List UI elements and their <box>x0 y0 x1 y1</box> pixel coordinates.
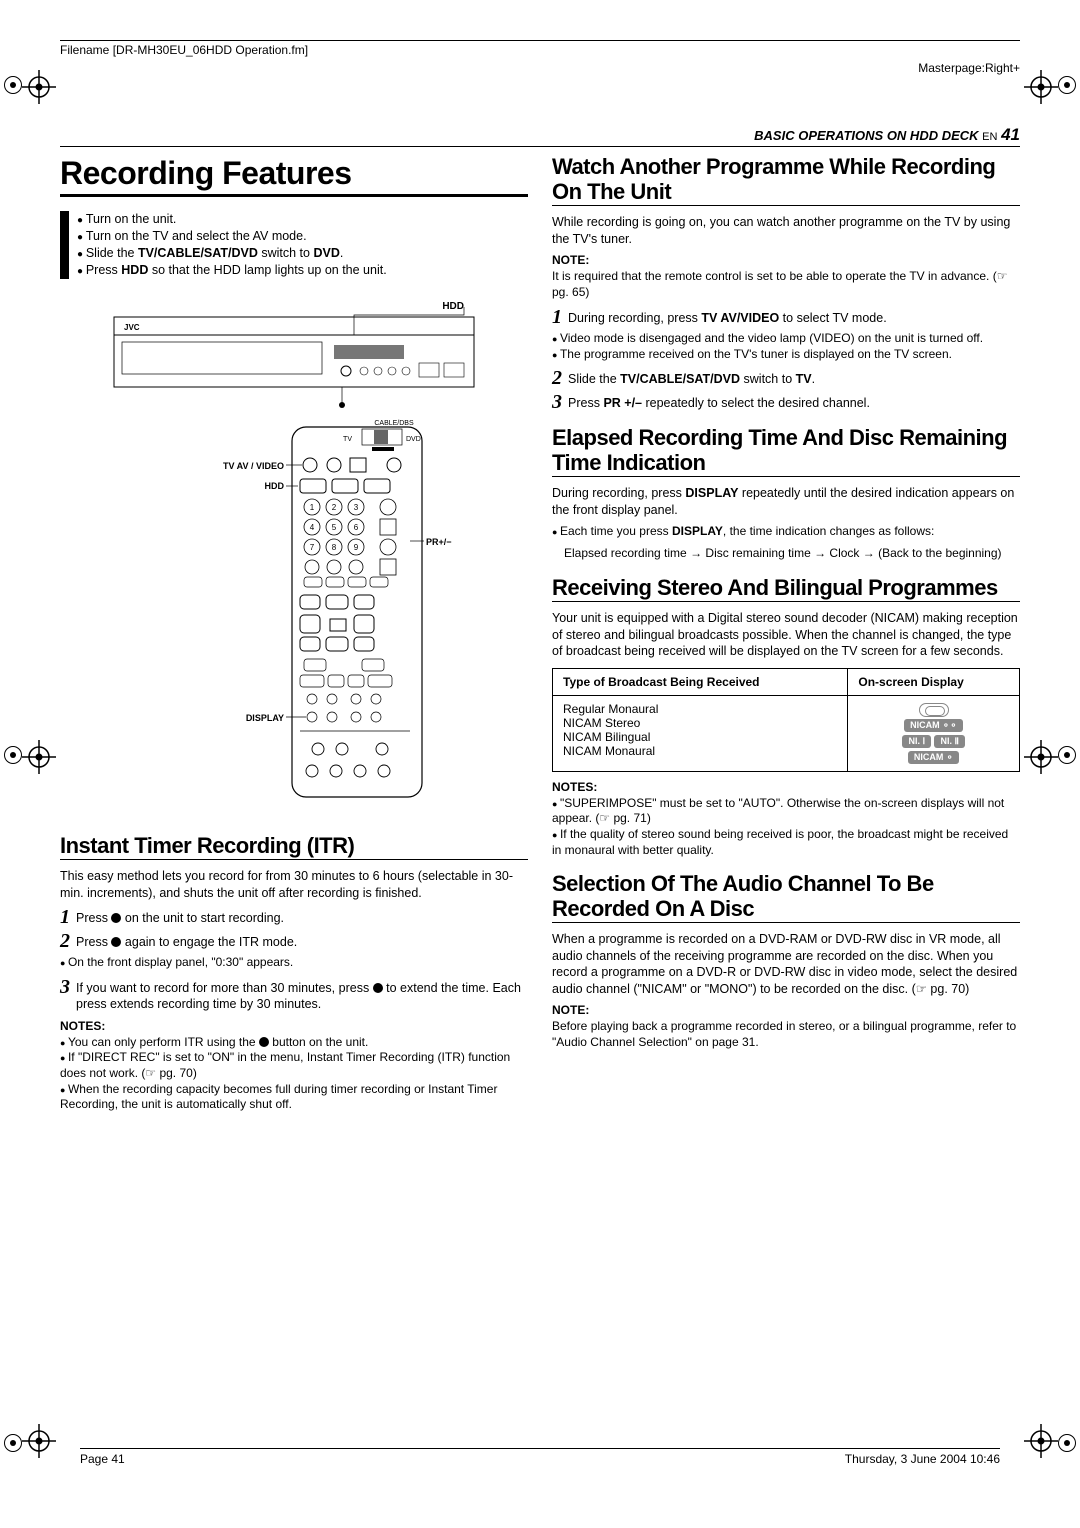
label-cable: CABLE/DBS <box>374 420 414 427</box>
svg-text:7: 7 <box>310 543 315 552</box>
svg-text:8: 8 <box>332 543 337 552</box>
step: 2Slide the TV/CABLE/SAT/DVD switch to TV… <box>552 368 1020 388</box>
watch-body: While recording is going on, you can wat… <box>552 214 1020 247</box>
page-number: 41 <box>1001 125 1020 144</box>
svg-text:JVC: JVC <box>124 323 140 332</box>
crop-mark-icon <box>1024 740 1058 774</box>
label-pr: PR+/− <box>426 537 452 547</box>
page: Filename [DR-MH30EU_06HDD Operation.fm] … <box>0 0 1080 1528</box>
prereq-item: Slide the TV/CABLE/SAT/DVD switch to DVD… <box>77 245 528 262</box>
footer-date: Thursday, 3 June 2004 10:46 <box>845 1452 1000 1466</box>
note-item: You can only perform ITR using the butto… <box>60 1035 528 1051</box>
page-footer: Page 41 Thursday, 3 June 2004 10:46 <box>80 1448 1000 1466</box>
label-tvav: TV AV / VIDEO <box>223 461 284 471</box>
label-hdd-top: HDD <box>442 301 464 312</box>
label-display: DISPLAY <box>246 713 284 723</box>
step: 2Press again to engage the ITR mode. <box>60 931 528 951</box>
svg-text:5: 5 <box>332 523 337 532</box>
itr-title: Instant Timer Recording (ITR) <box>60 834 528 859</box>
label-tv: TV <box>343 436 352 443</box>
audio-body: When a programme is recorded on a DVD-RA… <box>552 931 1020 997</box>
filename-header: Filename [DR-MH30EU_06HDD Operation.fm] <box>60 40 1020 57</box>
svg-text:1: 1 <box>310 503 315 512</box>
note-label: NOTE: <box>552 1003 1020 1017</box>
step-sub: The programme received on the TV's tuner… <box>552 347 1020 363</box>
label-hdd: HDD <box>265 481 285 491</box>
table-row: Regular MonauralNICAM StereoNICAM Biling… <box>553 695 1020 771</box>
right-column: Watch Another Programme While Recording … <box>552 155 1020 1119</box>
elapsed-sub: Each time you press DISPLAY, the time in… <box>552 524 1020 540</box>
elapsed-title: Elapsed Recording Time And Disc Remainin… <box>552 426 1020 475</box>
footer-page: Page 41 <box>80 1452 125 1466</box>
crop-mark-icon <box>1024 70 1058 104</box>
crop-mark-icon <box>1024 1424 1058 1458</box>
page-title: Recording Features <box>60 155 528 192</box>
table-header: Type of Broadcast Being Received <box>553 668 848 695</box>
section-header: BASIC OPERATIONS ON HDD DECK EN 41 <box>60 125 1020 145</box>
section-name: BASIC OPERATIONS ON HDD DECK <box>754 128 978 143</box>
svg-text:2: 2 <box>332 503 337 512</box>
note-item: If "DIRECT REC" is set to "ON" in the me… <box>60 1050 528 1081</box>
table-header: On-screen Display <box>848 668 1020 695</box>
crop-mark-icon <box>22 740 56 774</box>
reg-dot <box>4 1434 22 1452</box>
reg-dot <box>1058 1434 1076 1452</box>
watch-note: It is required that the remote control i… <box>552 269 1020 301</box>
broadcast-table: Type of Broadcast Being Received On-scre… <box>552 668 1020 772</box>
step-sub: Video mode is disengaged and the video l… <box>552 331 1020 347</box>
reg-dot <box>1058 746 1076 764</box>
stereo-body: Your unit is equipped with a Digital ste… <box>552 610 1020 660</box>
lang-code: EN <box>982 131 997 143</box>
step: 3If you want to record for more than 30 … <box>60 977 528 1013</box>
prerequisites-block: Turn on the unit.Turn on the TV and sele… <box>60 211 528 279</box>
watch-title: Watch Another Programme While Recording … <box>552 155 1020 204</box>
elapsed-flow: Elapsed recording time → Disc remaining … <box>552 546 1020 562</box>
left-column: Recording Features Turn on the unit.Turn… <box>60 155 528 1119</box>
device-diagram: HDD JVC <box>60 297 528 810</box>
label-dvd: DVD <box>406 436 421 443</box>
note-item: If the quality of stereo sound being rec… <box>552 827 1020 858</box>
prereq-item: Turn on the TV and select the AV mode. <box>77 228 528 245</box>
svg-text:4: 4 <box>310 523 315 532</box>
audio-note: Before playing back a programme recorded… <box>552 1019 1020 1051</box>
notes-label: NOTES: <box>552 780 1020 794</box>
svg-text:9: 9 <box>354 543 359 552</box>
masterpage-label: Masterpage:Right+ <box>60 61 1020 75</box>
notes-label: NOTES: <box>60 1019 528 1033</box>
prereq-item: Turn on the unit. <box>77 211 528 228</box>
crop-mark-icon <box>22 70 56 104</box>
itr-intro: This easy method lets you record for fro… <box>60 868 528 901</box>
elapsed-body: During recording, press DISPLAY repeated… <box>552 485 1020 518</box>
svg-text:6: 6 <box>354 523 359 532</box>
step: 1Press on the unit to start recording. <box>60 907 528 927</box>
prereq-item: Press HDD so that the HDD lamp lights up… <box>77 262 528 279</box>
note-item: When the recording capacity becomes full… <box>60 1082 528 1113</box>
reg-dot <box>4 746 22 764</box>
reg-dot <box>1058 76 1076 94</box>
reg-dot <box>4 76 22 94</box>
step: 3Press PR +/– repeatedly to select the d… <box>552 392 1020 412</box>
svg-text:3: 3 <box>354 503 359 512</box>
note-item: "SUPERIMPOSE" must be set to "AUTO". Oth… <box>552 796 1020 827</box>
crop-mark-icon <box>22 1424 56 1458</box>
stereo-title: Receiving Stereo And Bilingual Programme… <box>552 576 1020 601</box>
note-label: NOTE: <box>552 253 1020 267</box>
audio-title: Selection Of The Audio Channel To Be Rec… <box>552 872 1020 921</box>
step: 1During recording, press TV AV/VIDEO to … <box>552 307 1020 327</box>
step-sub: On the front display panel, "0:30" appea… <box>60 955 528 971</box>
